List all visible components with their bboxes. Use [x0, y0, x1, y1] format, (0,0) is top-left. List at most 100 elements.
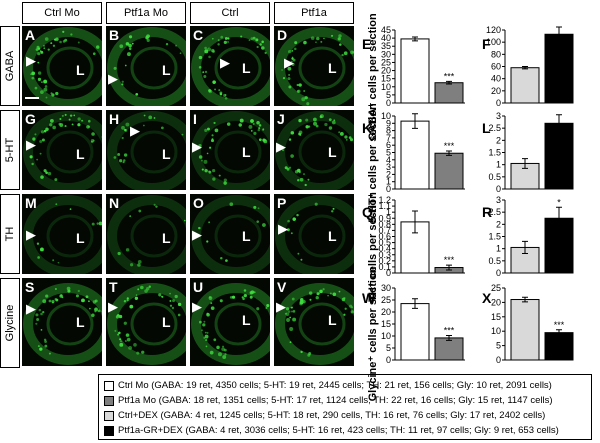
y-tick-label: 0.7	[378, 225, 391, 235]
panel-label: U	[193, 279, 204, 295]
y-tick-label: 4	[386, 155, 391, 165]
panel-label: V	[277, 279, 287, 295]
legend-swatch	[104, 380, 114, 391]
lens-label: L	[76, 230, 85, 246]
error-bar	[522, 296, 528, 303]
lens-label: L	[76, 314, 85, 330]
arrowhead-icon: ▶	[192, 299, 202, 314]
arrowhead-icon: ▶	[276, 139, 286, 154]
y-tick-label: 8	[386, 126, 391, 136]
y-tick-label: 0.4	[378, 244, 391, 254]
y-tick-label: 0	[386, 355, 391, 365]
y-tick-label: 120	[486, 25, 501, 35]
y-tick-label: 15	[381, 319, 391, 329]
bar-chart-w: 0 5 10 15 20 25 30 ***	[381, 283, 465, 365]
y-tick-label: 1.5	[488, 148, 501, 158]
error-bar	[522, 240, 528, 255]
lens-label: L	[162, 146, 171, 162]
y-tick-label: 80	[491, 49, 501, 59]
row-label: 5-HT	[4, 137, 16, 163]
bar	[544, 122, 574, 190]
y-tick-label: 2.5	[488, 207, 501, 217]
y-tick-label: 0	[386, 268, 391, 278]
legend-item-ptf1a-mo: Ptf1a Mo (GABA: 18 ret, 1351 cells; 5-HT…	[104, 393, 586, 408]
significance-marker: ***	[444, 141, 455, 151]
y-tick-label: 40	[381, 33, 391, 43]
arrowhead-icon: ▶	[108, 71, 118, 86]
y-tick-label: 1	[496, 160, 501, 170]
row-header-gaba: GABA	[0, 26, 20, 106]
arrowhead-icon: ▶	[284, 55, 294, 70]
y-tick-label: 0	[496, 355, 501, 365]
legend-swatch	[104, 410, 114, 421]
y-tick-label: 35	[381, 41, 391, 51]
micrograph-panel: B ▶ L	[106, 26, 186, 106]
y-tick-label: 0.3	[378, 250, 391, 260]
retina-image	[191, 27, 270, 106]
row-label: TH	[4, 226, 16, 242]
micrograph-panel: C ▶ L	[190, 26, 270, 106]
retina-image	[107, 283, 186, 365]
bar	[434, 152, 464, 190]
lens-label: L	[242, 144, 251, 160]
micrograph-panel: I ▶ L	[190, 110, 270, 190]
chart-panel-label: L	[482, 120, 491, 136]
y-tick-label: 3	[496, 111, 501, 121]
y-tick-label: 1	[386, 177, 391, 187]
error-bar	[446, 264, 452, 271]
y-tick-label: 5	[386, 343, 391, 353]
micrograph-panel: G ▶ L	[22, 110, 102, 190]
y-tick-label: 5	[496, 341, 501, 351]
error-bar	[556, 206, 562, 230]
y-tick-label: 45	[381, 25, 391, 35]
panel-label: G	[25, 111, 36, 127]
error-bar	[522, 66, 528, 70]
y-tick-label: 0.5	[378, 238, 391, 248]
retina-image	[275, 111, 354, 190]
arrowhead-icon: ▶	[26, 53, 36, 68]
retina-image	[275, 283, 354, 365]
y-tick-label: 1.5	[488, 232, 501, 242]
significance-marker: ***	[444, 71, 455, 81]
lens-label: L	[328, 312, 337, 328]
micrograph-panel: J ▶ L	[274, 110, 354, 190]
retina-image	[23, 195, 102, 274]
y-tick-label: 2	[496, 219, 501, 229]
arrowhead-icon: ▶	[220, 55, 230, 70]
error-bar	[412, 210, 418, 234]
y-tick-label: 20	[491, 297, 501, 307]
y-tick-label: 20	[381, 66, 391, 76]
lens-label: L	[76, 62, 85, 78]
arrowhead-icon: ▶	[192, 139, 202, 154]
y-tick-label: 20	[491, 86, 501, 96]
retina-image	[107, 111, 186, 190]
error-bar	[522, 158, 528, 169]
bar-chart-x: 0 5 10 15 20 25 ***	[491, 283, 574, 365]
y-tick-label: 60	[491, 62, 501, 72]
micrograph-panel: S ▶ L	[22, 278, 102, 366]
arrowhead-icon: ▶	[26, 137, 36, 152]
bar	[434, 337, 464, 361]
column-header-ctrl: Ctrl	[190, 2, 270, 24]
y-tick-label: 30	[381, 49, 391, 59]
y-tick-label: 10	[381, 331, 391, 341]
y-tick-label: 25	[491, 283, 501, 293]
y-tick-label: 9	[386, 118, 391, 128]
y-tick-label: 0	[496, 184, 501, 194]
error-bar	[446, 335, 452, 341]
y-tick-label: 1	[386, 207, 391, 217]
y-tick-label: 10	[381, 111, 391, 121]
bar-chart-q: 00.10.20.30.40.50.60.70.80.911.11.2 ***	[378, 195, 465, 278]
y-tick-label: 0.5	[488, 256, 501, 266]
chart-panel-label: W	[362, 290, 376, 306]
y-tick-label: 25	[381, 57, 391, 67]
legend-text: Ctrl+DEX (GABA: 4 ret, 1245 cells; 5-HT:…	[118, 410, 546, 421]
y-tick-label: 0	[496, 98, 501, 108]
chart-panel-label: Q	[362, 204, 373, 220]
y-tick-label: 0	[386, 184, 391, 194]
scale-bar	[25, 97, 39, 99]
arrowhead-icon: ▶	[192, 227, 202, 242]
y-tick-label: 15	[491, 312, 501, 322]
bar	[434, 82, 464, 104]
panel-label: T	[109, 279, 118, 295]
